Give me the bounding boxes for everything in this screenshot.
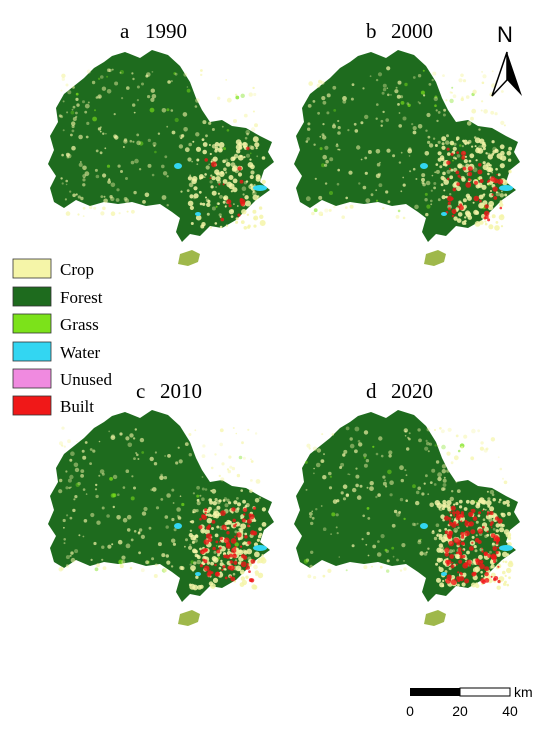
map-panel-d <box>294 410 520 626</box>
legend-label-crop: Crop <box>60 260 94 279</box>
legend-swatch-crop <box>12 258 52 279</box>
scale-tick-0: 0 <box>406 703 414 719</box>
north-arrow-left-half <box>491 51 508 97</box>
scale-tick-40: 40 <box>502 703 518 719</box>
scale-bar-unit: km <box>514 684 533 700</box>
legend-swatch-built <box>12 395 52 416</box>
map-panel-a <box>48 50 274 266</box>
legend-label-grass: Grass <box>60 315 99 334</box>
scale-tick-20: 20 <box>452 703 468 719</box>
scale-bar-white-segment <box>459 687 511 697</box>
map-panel-b <box>294 50 520 266</box>
legend-label-forest: Forest <box>60 288 103 307</box>
panel-a-year: 1990 <box>145 19 187 43</box>
scale-bar: km 0 20 40 <box>406 684 533 719</box>
legend-swatch-water <box>12 341 52 362</box>
north-arrow-right-half <box>507 52 522 96</box>
map-panel-c <box>48 410 274 626</box>
legend-swatch-grass <box>12 313 52 334</box>
panel-d-letter: d <box>366 379 377 403</box>
legend-swatch-unused <box>12 368 52 389</box>
legend-label-built: Built <box>60 397 94 416</box>
north-arrow-label: N <box>497 22 513 47</box>
scale-bar-black-segment <box>410 688 460 696</box>
panel-c-year: 2010 <box>160 379 202 403</box>
legend-swatch-forest <box>12 286 52 307</box>
panel-c-letter: c <box>136 379 145 403</box>
legend-label-water: Water <box>60 343 100 362</box>
panel-a-letter: a <box>120 19 130 43</box>
panel-b-year: 2000 <box>391 19 433 43</box>
legend: Crop Forest Grass Water Unused Built <box>12 258 112 416</box>
panel-b-letter: b <box>366 19 377 43</box>
legend-label-unused: Unused <box>60 370 112 389</box>
north-arrow: N <box>491 22 522 97</box>
panel-d-year: 2020 <box>391 379 433 403</box>
